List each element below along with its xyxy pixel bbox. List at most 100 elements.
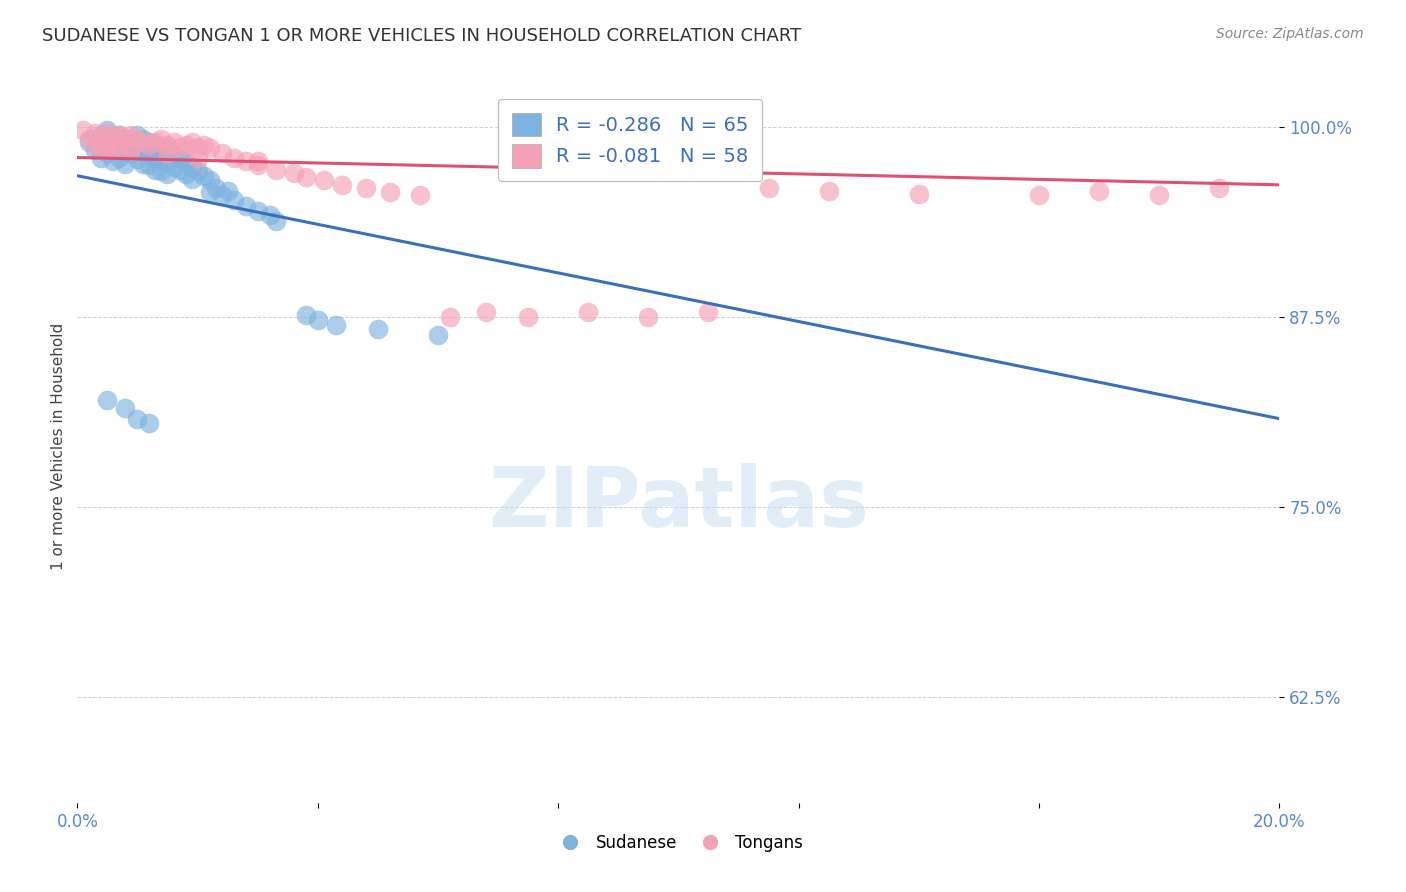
Point (264, 214, 287, 228)
Point (294, 309, 316, 323)
Y-axis label: 1 or more Vehicles in Household: 1 or more Vehicles in Household (51, 322, 66, 570)
Point (96, 393, 118, 408)
Point (108, 151, 131, 165)
Point (114, 156, 136, 170)
Point (96, 136, 118, 150)
Point (138, 136, 160, 150)
Point (90, 141, 112, 155)
Point (211, 188, 233, 202)
Point (908, 186, 931, 201)
Point (1088, 184, 1111, 198)
Point (193, 138, 215, 153)
Point (103, 141, 125, 155)
Point (96, 123, 118, 137)
Point (156, 138, 179, 153)
Point (186, 164, 209, 178)
Point (79, 136, 101, 150)
Point (96, 145, 118, 160)
Point (378, 186, 401, 200)
Point (84, 138, 107, 153)
Point (90, 128, 112, 142)
Point (246, 203, 269, 218)
Point (103, 129, 125, 144)
Point (198, 186, 221, 200)
Point (576, 305, 599, 319)
Point (174, 155, 197, 169)
Point (108, 140, 131, 154)
Point (186, 140, 209, 154)
Point (817, 184, 839, 198)
Point (96, 126, 118, 140)
Point (138, 138, 160, 153)
Point (180, 171, 202, 186)
Point (246, 158, 269, 172)
Point (169, 162, 191, 177)
Point (138, 158, 160, 172)
Point (169, 151, 191, 165)
Legend: Sudanese, Tongans: Sudanese, Tongans (547, 828, 810, 859)
Point (439, 310, 461, 324)
Point (193, 169, 215, 183)
Point (169, 140, 191, 154)
Point (259, 208, 281, 222)
Point (114, 401, 136, 415)
Point (156, 155, 179, 169)
Point (120, 140, 142, 154)
Point (84, 126, 107, 140)
Point (114, 132, 136, 146)
Point (222, 193, 245, 207)
Point (156, 143, 179, 157)
Point (150, 164, 173, 178)
Point (758, 181, 780, 195)
Point (114, 145, 136, 159)
Point (127, 140, 149, 154)
Point (330, 178, 353, 192)
Point (145, 136, 167, 150)
Point (325, 318, 347, 332)
Point (174, 138, 197, 153)
Point (367, 322, 389, 336)
Point (235, 153, 257, 168)
Point (120, 136, 142, 150)
Point (409, 188, 432, 202)
Point (162, 147, 184, 161)
Point (307, 313, 329, 327)
Point (264, 162, 287, 177)
Point (217, 184, 239, 198)
Point (162, 160, 184, 174)
Point (174, 167, 197, 181)
Point (204, 181, 226, 195)
Point (198, 173, 221, 187)
Point (1028, 188, 1050, 202)
Point (186, 151, 209, 165)
Point (103, 132, 125, 146)
Point (108, 128, 131, 142)
Point (145, 151, 167, 165)
Point (150, 140, 173, 154)
Point (108, 128, 131, 142)
Point (180, 160, 202, 174)
Point (354, 181, 377, 195)
Point (96, 138, 118, 153)
Point (475, 305, 498, 319)
Point (222, 151, 245, 165)
Point (150, 152, 173, 166)
Point (697, 305, 720, 319)
Point (120, 143, 142, 157)
Point (132, 156, 155, 170)
Point (132, 136, 155, 150)
Point (246, 153, 269, 168)
Point (1149, 188, 1171, 202)
Point (156, 145, 179, 160)
Point (162, 136, 184, 150)
Point (211, 145, 233, 160)
Point (103, 143, 125, 157)
Point (150, 132, 173, 146)
Point (96, 143, 118, 157)
Point (312, 173, 335, 187)
Point (145, 162, 167, 177)
Text: Source: ZipAtlas.com: Source: ZipAtlas.com (1216, 27, 1364, 41)
Point (127, 128, 149, 142)
Point (90, 151, 112, 165)
Point (138, 145, 160, 160)
